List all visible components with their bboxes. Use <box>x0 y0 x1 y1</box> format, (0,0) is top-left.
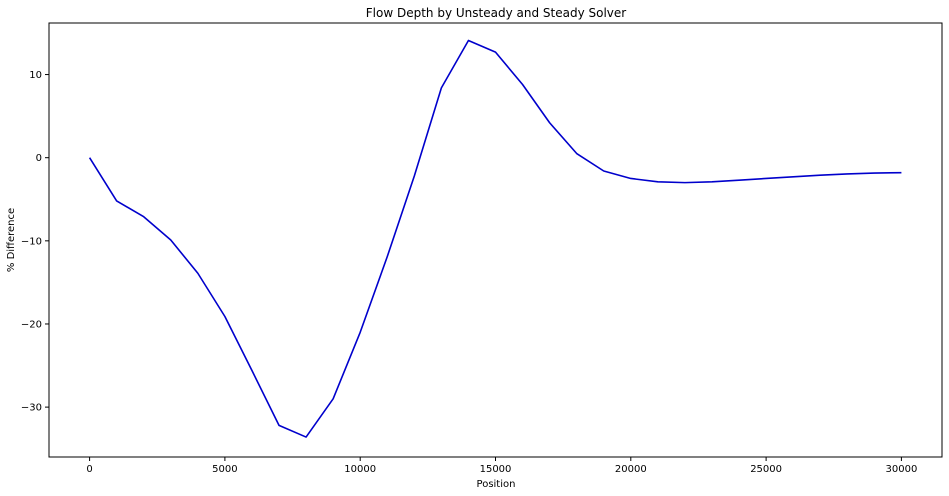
y-tick-label: 10 <box>29 70 42 81</box>
y-axis-label: % Difference <box>6 208 17 272</box>
x-tick-label: 15000 <box>480 464 512 475</box>
x-tick-label: 25000 <box>750 464 782 475</box>
x-tick-label: 5000 <box>212 464 237 475</box>
y-tick-label: −30 <box>21 403 42 414</box>
x-tick-label: 30000 <box>886 464 918 475</box>
y-tick-label: −20 <box>21 319 42 330</box>
axis-ticks: 0 5000 10000 15000 20000 25000 30000 −30 −20 −10 0… <box>21 70 917 475</box>
series-line <box>88 39 902 438</box>
series-layer <box>88 39 902 438</box>
plot-frame <box>48 22 943 458</box>
x-tick-label: 0 <box>86 464 92 475</box>
x-tick-label: 10000 <box>344 464 376 475</box>
x-tick-label: 20000 <box>615 464 647 475</box>
y-tick-label: −10 <box>21 236 42 247</box>
chart-title: Flow Depth by Unsteady and Steady Solver <box>366 6 626 20</box>
y-tick-label: 0 <box>36 153 42 164</box>
x-axis-label: Position <box>477 479 516 490</box>
